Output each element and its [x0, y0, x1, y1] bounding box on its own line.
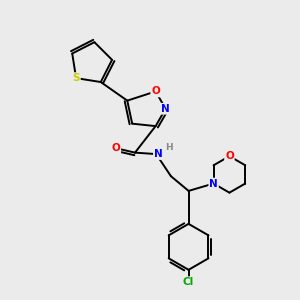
- Text: N: N: [161, 104, 170, 114]
- Text: N: N: [209, 178, 218, 188]
- Text: O: O: [225, 151, 234, 161]
- Text: Cl: Cl: [183, 277, 194, 287]
- Text: O: O: [112, 143, 120, 153]
- Text: S: S: [72, 73, 80, 83]
- Text: O: O: [151, 86, 160, 96]
- Text: N: N: [154, 149, 163, 159]
- Text: H: H: [166, 143, 173, 152]
